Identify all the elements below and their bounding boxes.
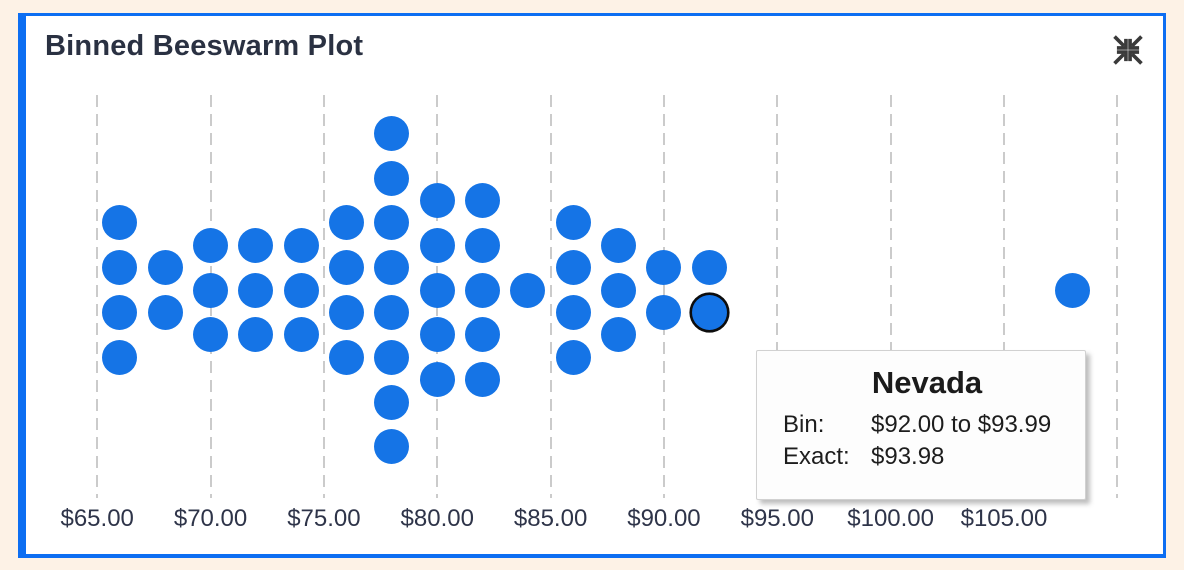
data-point[interactable] bbox=[646, 250, 682, 286]
data-point[interactable] bbox=[601, 317, 637, 353]
tooltip-title: Nevada bbox=[871, 365, 983, 400]
gridline bbox=[1003, 95, 1005, 498]
x-axis-tick-label: $100.00 bbox=[847, 505, 935, 532]
x-axis-tick-label: $85.00 bbox=[513, 505, 588, 532]
x-axis-tick-label: $70.00 bbox=[173, 505, 248, 532]
data-point[interactable] bbox=[238, 227, 274, 263]
data-point[interactable] bbox=[465, 182, 501, 218]
tooltip-row-bin: Bin: $92.00 to $93.99 bbox=[783, 409, 1051, 441]
data-point[interactable] bbox=[374, 115, 410, 151]
data-point[interactable] bbox=[465, 272, 501, 308]
data-point[interactable] bbox=[147, 294, 183, 330]
data-point[interactable] bbox=[374, 384, 410, 420]
data-point[interactable] bbox=[193, 317, 229, 353]
data-point[interactable] bbox=[102, 294, 138, 330]
data-point[interactable] bbox=[419, 362, 455, 398]
data-point[interactable] bbox=[465, 317, 501, 353]
x-axis-tick-label: $95.00 bbox=[740, 505, 814, 532]
x-axis-tick-label: $80.00 bbox=[400, 505, 474, 532]
tooltip-table: Bin: $92.00 to $93.99 Exact: $93.98 bbox=[783, 409, 1051, 473]
x-axis-tick-label: $65.00 bbox=[60, 505, 134, 532]
data-point[interactable] bbox=[465, 362, 501, 398]
chart-title: Binned Beeswarm Plot bbox=[45, 30, 364, 62]
tooltip-row-exact: Exact: $93.98 bbox=[783, 441, 1051, 473]
data-point[interactable] bbox=[283, 272, 319, 308]
data-point[interactable] bbox=[193, 272, 229, 308]
data-point[interactable] bbox=[374, 339, 410, 375]
data-point[interactable] bbox=[102, 339, 138, 375]
data-point[interactable] bbox=[147, 250, 183, 286]
data-point[interactable] bbox=[329, 339, 365, 375]
data-point[interactable] bbox=[691, 250, 727, 286]
data-point[interactable] bbox=[374, 250, 410, 286]
data-point[interactable] bbox=[601, 227, 637, 263]
data-point[interactable] bbox=[419, 272, 455, 308]
tooltip-bin-label: Bin: bbox=[783, 411, 825, 438]
data-point[interactable] bbox=[555, 250, 591, 286]
data-point[interactable] bbox=[601, 272, 637, 308]
data-point[interactable] bbox=[374, 429, 410, 465]
collapse-arrows-glyph bbox=[1113, 35, 1143, 65]
gridline bbox=[776, 95, 779, 498]
gridline bbox=[322, 95, 325, 498]
x-axis-tick-label: $90.00 bbox=[627, 505, 701, 532]
selected-data-point[interactable] bbox=[691, 294, 727, 330]
collapse-arrows-icon[interactable] bbox=[1107, 29, 1149, 71]
data-point[interactable] bbox=[374, 160, 410, 196]
data-point[interactable] bbox=[329, 294, 365, 330]
data-point[interactable] bbox=[102, 205, 138, 241]
data-point[interactable] bbox=[510, 272, 546, 308]
data-point[interactable] bbox=[193, 227, 229, 263]
data-point[interactable] bbox=[646, 294, 682, 330]
gridline bbox=[1116, 95, 1119, 498]
data-point[interactable] bbox=[374, 205, 410, 241]
data-point[interactable] bbox=[465, 227, 501, 263]
data-point[interactable] bbox=[238, 317, 274, 353]
data-point[interactable] bbox=[419, 227, 455, 263]
data-point[interactable] bbox=[329, 250, 365, 286]
data-point[interactable] bbox=[283, 317, 319, 353]
tooltip-exact-value: $93.98 bbox=[871, 443, 945, 470]
data-point[interactable] bbox=[419, 317, 455, 353]
tooltip-bin-value: $92.00 to $93.99 bbox=[871, 411, 1052, 438]
x-axis-tick-label: $75.00 bbox=[287, 505, 361, 532]
data-point[interactable] bbox=[374, 294, 410, 330]
data-point[interactable] bbox=[102, 250, 138, 286]
tooltip-exact-label: Exact: bbox=[783, 443, 850, 470]
tooltip: Nevada Bin: $92.00 to $93.99 Exact: $93.… bbox=[756, 350, 1086, 500]
data-point[interactable] bbox=[555, 339, 591, 375]
x-axis-tick-label: $105.00 bbox=[960, 505, 1048, 532]
gridline bbox=[889, 95, 892, 498]
data-point[interactable] bbox=[283, 227, 319, 263]
gridline bbox=[549, 95, 552, 498]
gridline bbox=[96, 95, 99, 498]
data-point[interactable] bbox=[555, 205, 591, 241]
data-point[interactable] bbox=[238, 272, 274, 308]
data-point[interactable] bbox=[1054, 272, 1090, 308]
data-point[interactable] bbox=[419, 182, 455, 218]
data-point[interactable] bbox=[555, 294, 591, 330]
data-point[interactable] bbox=[329, 205, 365, 241]
